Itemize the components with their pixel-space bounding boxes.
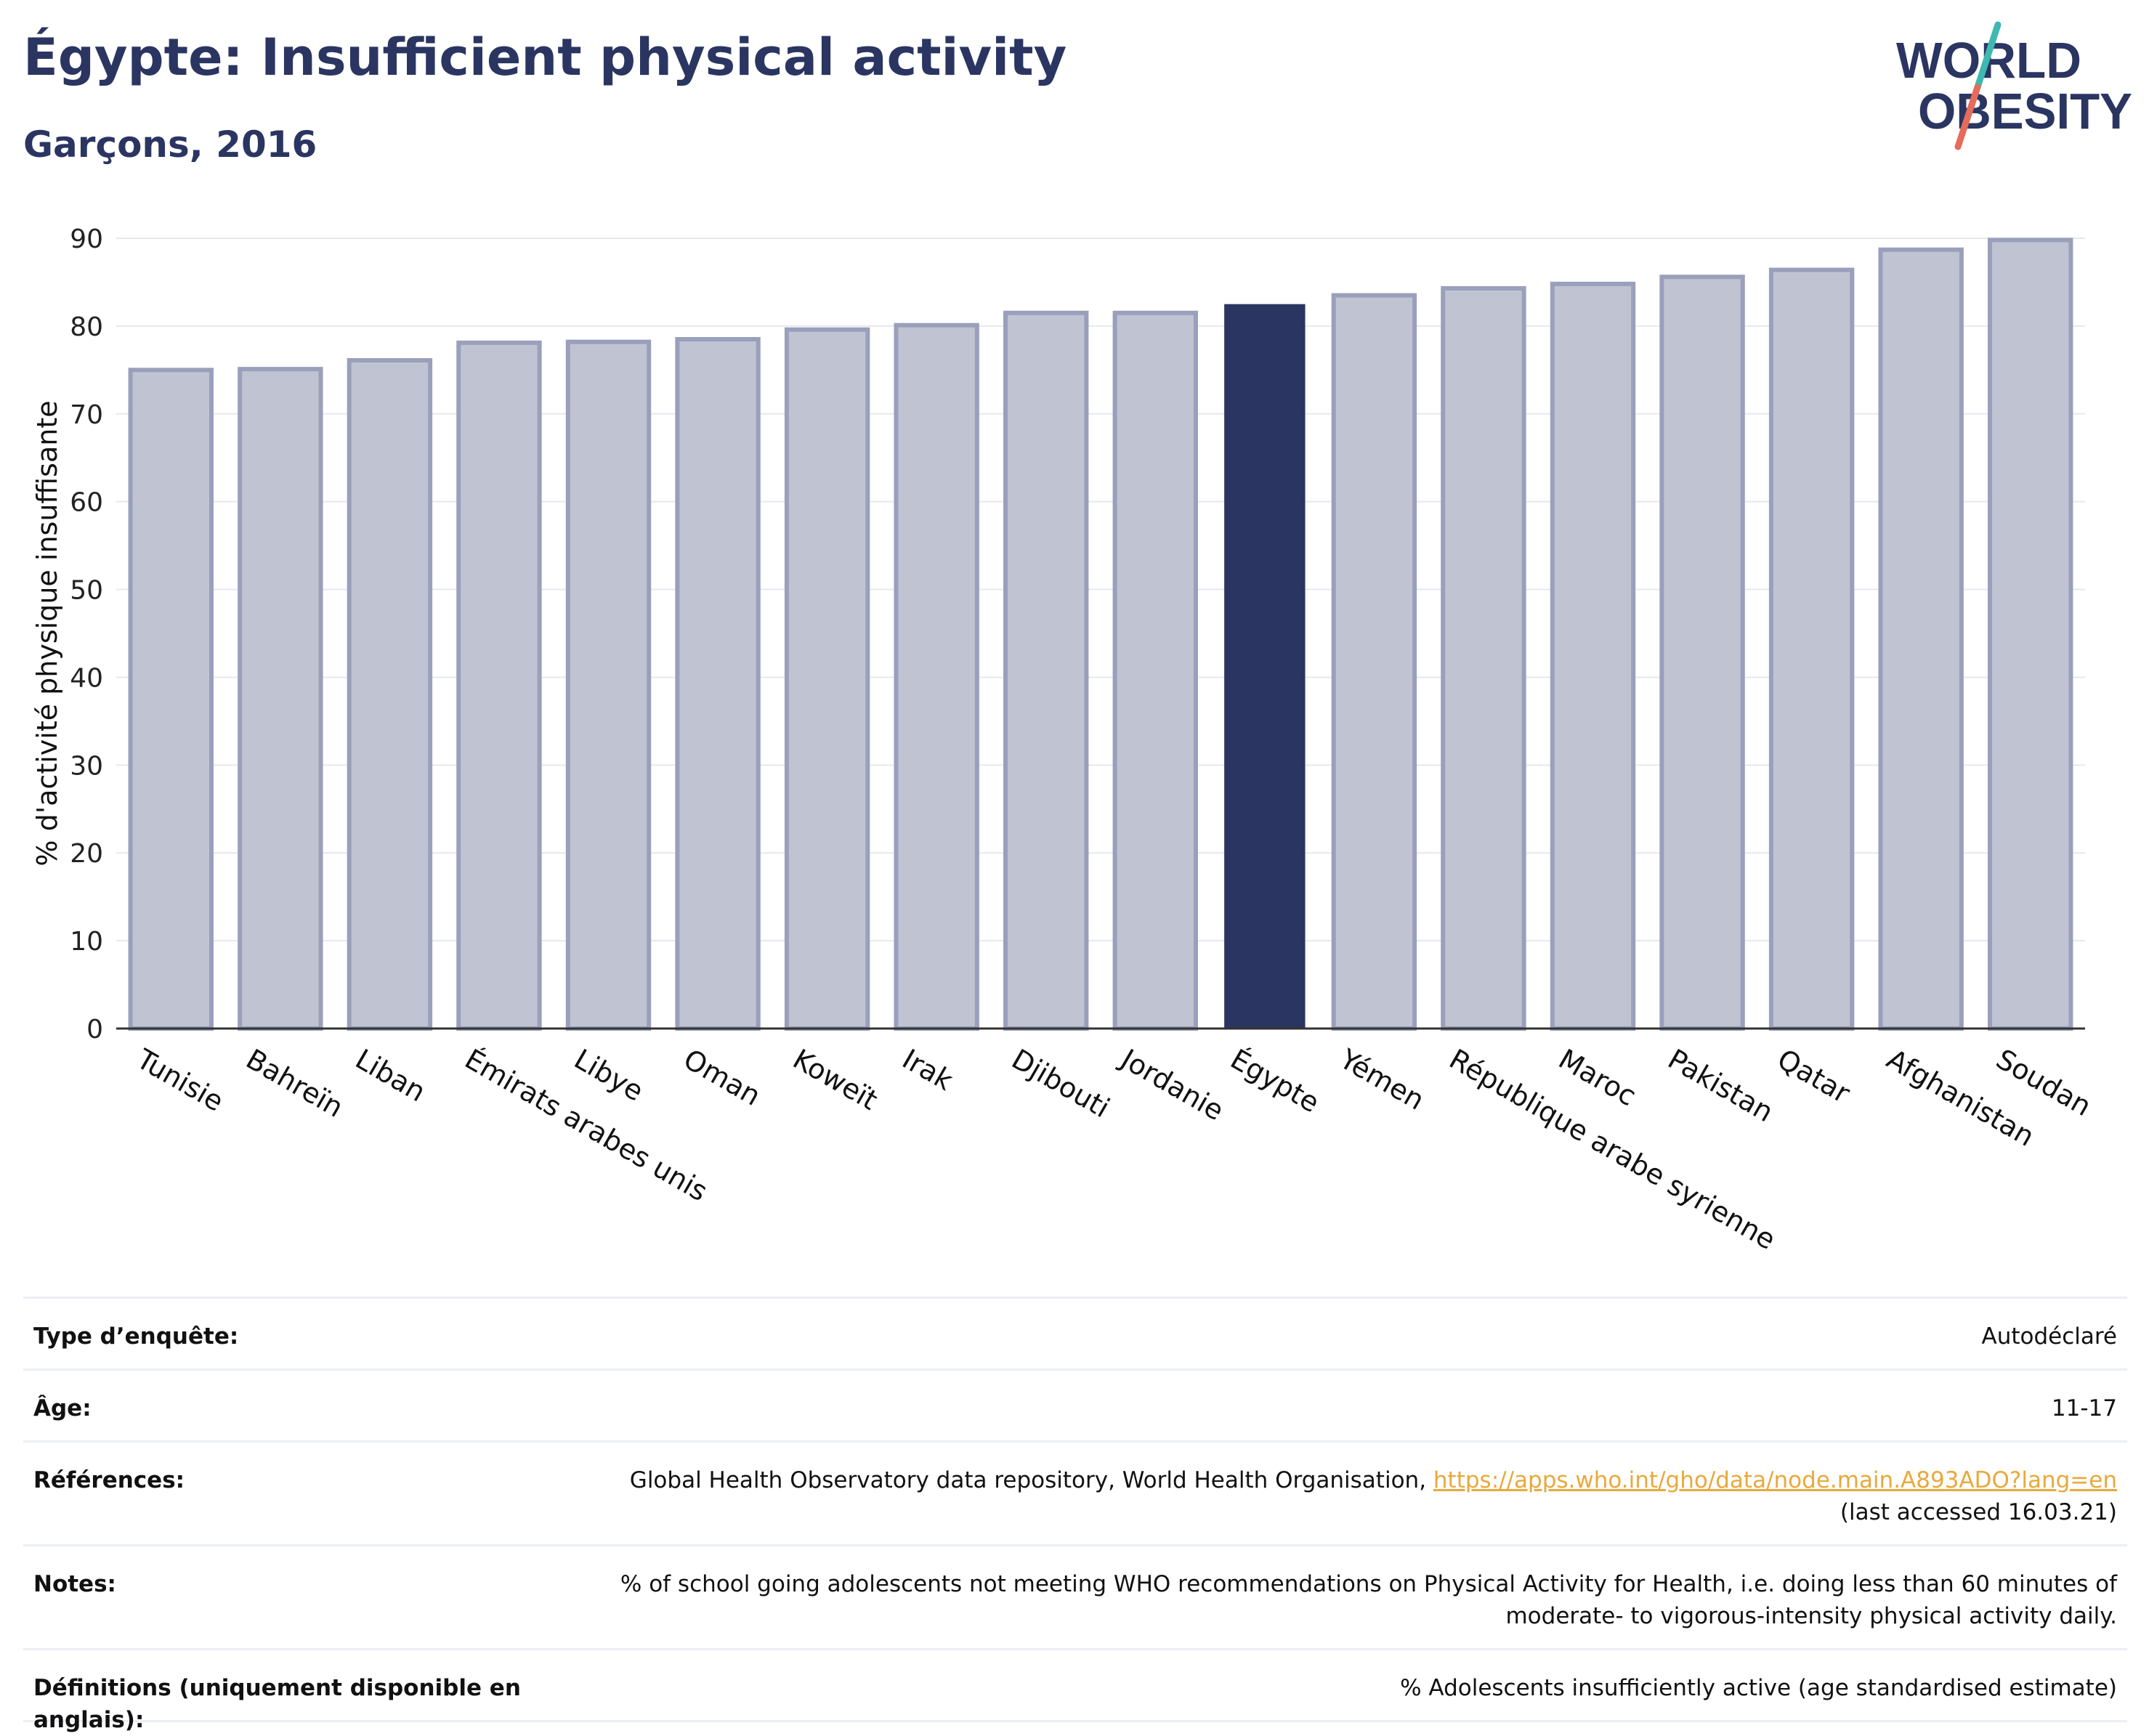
x-tick-label: Yémen — [1334, 1042, 1430, 1116]
references-value: Global Health Observatory data repositor… — [575, 1443, 2127, 1544]
definitions-label: Définitions (uniquement disponible en an… — [33, 1675, 521, 1733]
bar — [1003, 310, 1089, 1031]
bar — [1988, 238, 2073, 1031]
y-tick-label: 50 — [70, 576, 103, 606]
age-row: Âge: 11-17 — [23, 1368, 2127, 1440]
x-tick-label: Qatar — [1772, 1043, 1855, 1110]
logo-text-obesity: OBESITY — [1918, 83, 2132, 139]
y-tick-label: 70 — [70, 400, 103, 430]
references-row: Références: Global Health Observatory da… — [23, 1440, 2127, 1544]
notes-row: Notes: % of school going adolescents not… — [23, 1544, 2127, 1648]
x-axis-ticks: Tunisie Bahreïn Liban Émirats arabes unisLi… — [131, 1042, 2097, 1256]
survey-type-label: Type d’enquête: — [33, 1323, 239, 1350]
survey-type-row: Type d’enquête: Autodéclaré — [23, 1297, 2127, 1368]
bar — [1441, 285, 1526, 1031]
age-value: 11-17 — [2051, 1395, 2117, 1421]
x-tick-label: Bahreïn — [240, 1043, 349, 1124]
bar — [238, 367, 323, 1031]
age-label: Âge: — [33, 1395, 92, 1421]
bar — [675, 337, 761, 1031]
x-tick-label: Égypte — [1225, 1043, 1324, 1119]
x-tick-label: Koweït — [788, 1043, 883, 1116]
bar — [1550, 281, 1636, 1031]
x-tick-label: Maroc — [1553, 1043, 1642, 1113]
grid-lines — [116, 238, 2085, 942]
bar — [784, 327, 870, 1031]
page-title: Égypte: Insufficient physical activity — [23, 28, 1067, 87]
bar — [347, 358, 433, 1031]
y-tick-label: 30 — [70, 751, 103, 781]
y-tick-label: 40 — [70, 663, 103, 693]
x-tick-label: Jordanie — [1114, 1042, 1229, 1127]
bar — [1659, 275, 1745, 1031]
bars — [128, 238, 2073, 1031]
world-obesity-logo: WORLD OBESITY — [1896, 21, 2132, 150]
x-tick-label: Libye — [569, 1043, 649, 1108]
notes-label: Notes: — [33, 1571, 116, 1597]
chart-metadata: Type d’enquête: Autodéclaré Âge: 11-17 R… — [23, 1297, 2127, 1733]
y-tick-label: 20 — [70, 839, 103, 869]
bar — [1331, 293, 1417, 1031]
page-subtitle: Garçons, 2016 — [23, 123, 317, 166]
y-tick-label: 10 — [70, 927, 103, 957]
bar — [128, 368, 214, 1031]
bar — [1768, 267, 1855, 1031]
notes-value: % of school going adolescents not meetin… — [620, 1571, 2117, 1629]
references-label: Références: — [33, 1467, 185, 1493]
bar — [894, 323, 979, 1031]
references-accessed: (last accessed 16.03.21) — [1840, 1499, 2117, 1525]
bar — [565, 339, 652, 1031]
definitions-value: % Adolescents insufficiently active (age… — [1400, 1675, 2117, 1701]
x-tick-label: Liban — [350, 1043, 431, 1108]
logo-slash-teal — [1974, 21, 2002, 91]
y-tick-label: 90 — [70, 224, 103, 254]
x-tick-label: Djibouti — [1006, 1043, 1115, 1124]
bar — [1112, 310, 1198, 1031]
x-tick-label: Irak — [897, 1043, 958, 1097]
definitions-row: Définitions (uniquement disponible en an… — [23, 1648, 2127, 1733]
x-tick-label: Oman — [679, 1043, 766, 1112]
bar — [456, 340, 542, 1031]
x-tick-label: Pakistan — [1663, 1043, 1779, 1129]
references-link[interactable]: https://apps.who.int/gho/data/node.main.… — [1433, 1467, 2117, 1493]
x-tick-label: Tunisie — [131, 1042, 229, 1118]
y-tick-label: 60 — [70, 488, 103, 518]
bar — [1878, 247, 1964, 1031]
y-axis-title: % d'activité physique insuffisante — [31, 400, 63, 866]
bar — [1224, 304, 1306, 1029]
y-tick-label: 80 — [70, 312, 103, 342]
logo-slash-coral — [1954, 84, 1981, 150]
references-text: Global Health Observatory data repositor… — [629, 1467, 1427, 1493]
survey-type-value: Autodéclaré — [1981, 1323, 2117, 1350]
y-tick-label: 0 — [86, 1015, 103, 1045]
y-axis-ticks: 0 10 20 30 40 50 60 70 80 90 — [70, 224, 103, 1045]
